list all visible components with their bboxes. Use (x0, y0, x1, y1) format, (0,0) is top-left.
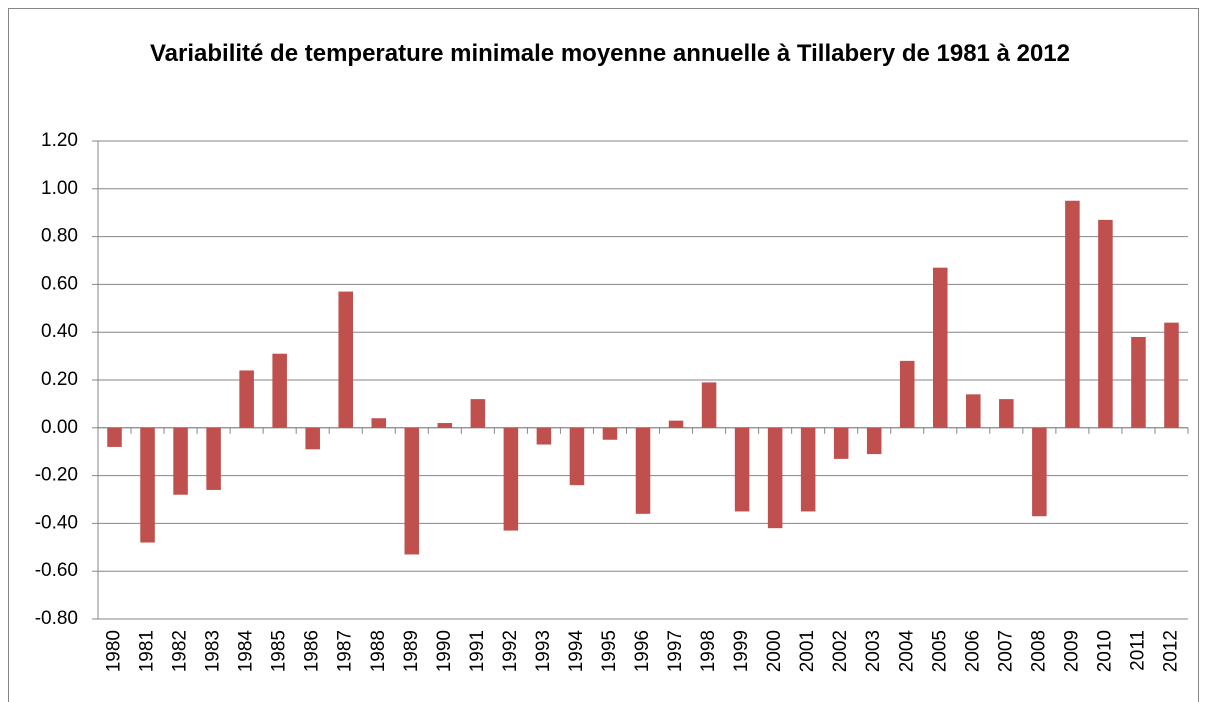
bar (437, 423, 453, 428)
bar (305, 427, 320, 450)
y-tick-label: 0.60 (41, 273, 78, 294)
bar (569, 427, 585, 486)
bar (371, 418, 387, 428)
x-tick-label: 1990 (434, 630, 455, 672)
x-tick-label: 2005 (929, 630, 950, 672)
x-tick-label: 1989 (401, 630, 422, 672)
bar (635, 427, 651, 514)
x-tick-label: 1992 (500, 630, 521, 672)
bar (272, 353, 287, 428)
bar (173, 427, 188, 495)
y-tick-label: -0.60 (35, 560, 78, 581)
x-tick-label: 1983 (203, 630, 224, 672)
x-tick-label: 1999 (731, 630, 752, 672)
bar (966, 394, 981, 428)
bar (536, 427, 552, 445)
bar (1098, 219, 1113, 428)
x-tick-label: 1986 (302, 630, 323, 672)
y-tick-label: 0.20 (41, 369, 78, 390)
x-tick-label: 2002 (830, 630, 851, 672)
bar (668, 420, 684, 428)
x-tick-label: 2006 (962, 630, 983, 672)
x-tick-label: 2007 (995, 630, 1016, 672)
bar (701, 382, 717, 428)
bar (800, 427, 816, 512)
x-tick-label: 1987 (335, 630, 356, 672)
bar (866, 427, 882, 455)
bar (107, 427, 122, 447)
x-tick-label: 1996 (632, 630, 653, 672)
x-tick-label: 1980 (104, 630, 125, 672)
bar (338, 291, 353, 428)
y-tick-label: 0.80 (41, 226, 78, 247)
x-tick-label: 1997 (665, 630, 686, 672)
y-tick-label: 0.40 (41, 321, 78, 342)
y-tick-label: 0.00 (41, 417, 78, 438)
y-tick-label: -0.20 (35, 465, 78, 486)
x-tick-label: 2001 (797, 630, 818, 672)
bar (999, 399, 1014, 428)
x-tick-label: 1984 (236, 630, 257, 673)
x-tick-label: 1988 (368, 630, 389, 672)
bar (1032, 427, 1047, 517)
x-tick-label: 2010 (1094, 630, 1115, 672)
x-tick-label: 1994 (566, 630, 587, 673)
bar (239, 370, 254, 428)
x-tick-label: 2012 (1161, 630, 1182, 672)
x-tick-label: 1995 (599, 630, 620, 672)
bar (470, 399, 486, 428)
x-tick-label: 2008 (1028, 630, 1049, 672)
x-tick-label: 2000 (764, 630, 785, 672)
bar (503, 427, 519, 531)
bar (899, 360, 915, 428)
chart-frame (8, 8, 1199, 702)
bar (833, 427, 849, 459)
x-tick-label: 1985 (269, 630, 290, 672)
bar (206, 427, 221, 490)
x-tick-label: 2004 (896, 630, 917, 673)
x-tick-label: 1981 (137, 630, 158, 672)
y-tick-label: -0.80 (35, 608, 78, 629)
bar (602, 427, 618, 440)
x-tick-label: 1991 (467, 630, 488, 672)
x-tick-label: 1993 (533, 630, 554, 672)
y-tick-label: -0.40 (35, 512, 78, 533)
bar (140, 427, 155, 543)
bar (1065, 200, 1080, 428)
bar (1164, 322, 1179, 428)
bar (1131, 336, 1146, 428)
bar (933, 267, 948, 428)
bar (767, 427, 783, 529)
x-tick-label: 2009 (1061, 630, 1082, 672)
x-tick-label: 1998 (698, 630, 719, 672)
chart-title: Variabilité de temperature minimale moye… (150, 40, 1070, 67)
bar (404, 427, 420, 555)
x-tick-label: 2003 (863, 630, 884, 672)
bar (734, 427, 750, 512)
x-tick-label: 1982 (170, 630, 191, 672)
y-tick-label: 1.00 (41, 178, 78, 199)
x-tick-label: 2011 (1127, 630, 1148, 671)
y-tick-label: 1.20 (41, 130, 78, 151)
